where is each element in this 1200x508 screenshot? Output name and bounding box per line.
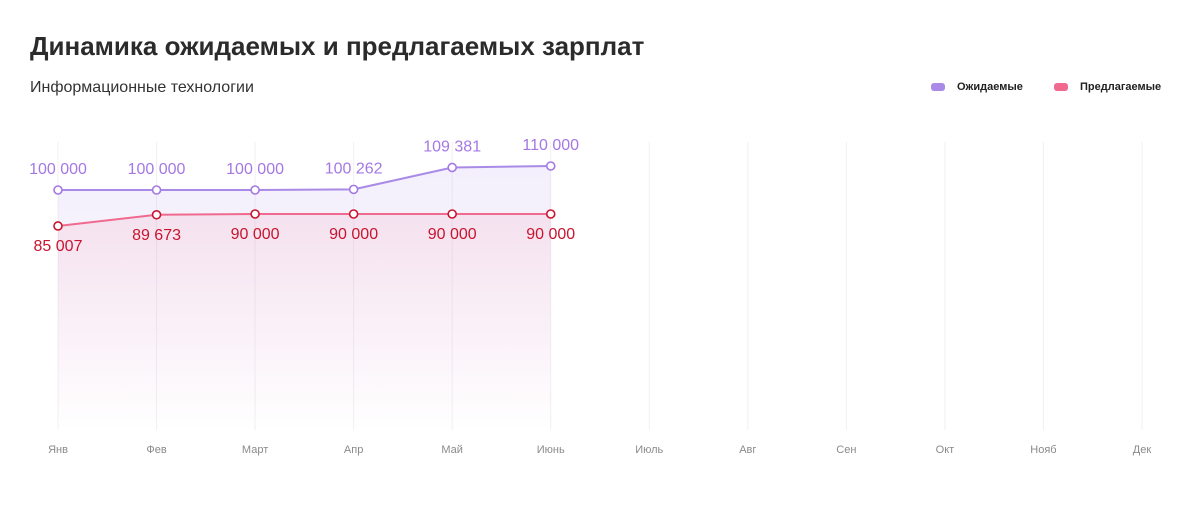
data-point: [447, 209, 457, 219]
data-label: 90 000: [428, 226, 477, 243]
data-point: [250, 185, 260, 195]
data-label: 100 000: [226, 161, 284, 178]
legend-label: Ожидаемые: [957, 81, 1023, 93]
data-point: [348, 209, 359, 219]
x-tick-label: Дек: [1133, 444, 1152, 456]
data-point: [545, 209, 556, 219]
x-tick-label: Апр: [344, 444, 363, 456]
data-label: 100 262: [325, 161, 383, 178]
legend-marker: [931, 83, 945, 91]
x-tick-label: Фев: [146, 444, 166, 456]
data-point: [53, 185, 63, 195]
data-label: 100 000: [29, 161, 87, 178]
data-label: 85 007: [34, 238, 83, 255]
x-tick-label: Июнь: [537, 444, 565, 456]
data-label: 90 000: [329, 226, 378, 243]
data-point: [250, 209, 260, 219]
data-point: [447, 162, 457, 173]
data-point: [151, 209, 162, 220]
data-label: 100 000: [128, 161, 186, 178]
x-tick-label: Янв: [48, 444, 68, 456]
x-tick-label: Окт: [936, 444, 955, 456]
x-tick-label: Июль: [635, 444, 663, 456]
data-point: [348, 184, 359, 195]
data-point: [545, 161, 556, 171]
legend-marker: [1054, 83, 1068, 91]
data-point: [151, 185, 162, 195]
x-tick-label: Май: [441, 444, 463, 456]
data-label: 89 673: [132, 227, 181, 244]
series-line: [57, 213, 551, 227]
data-label: 109 381: [423, 139, 481, 156]
x-tick-label: Нояб: [1030, 444, 1056, 456]
chart-title: Динамика ожидаемых и предлагаемых зарпла…: [30, 31, 645, 61]
data-label: 110 000: [522, 137, 579, 154]
series-area: [58, 214, 551, 430]
x-tick-label: Авг: [739, 444, 756, 456]
data-point: [53, 221, 63, 231]
series-line: [58, 165, 551, 191]
x-tick-label: Март: [242, 444, 268, 456]
legend-label: Предлагаемые: [1080, 81, 1161, 93]
data-label: 90 000: [231, 226, 280, 243]
x-tick-label: Сен: [836, 444, 856, 456]
chart-subtitle: Информационные технологии: [30, 79, 254, 96]
data-label: 90 000: [526, 226, 575, 243]
